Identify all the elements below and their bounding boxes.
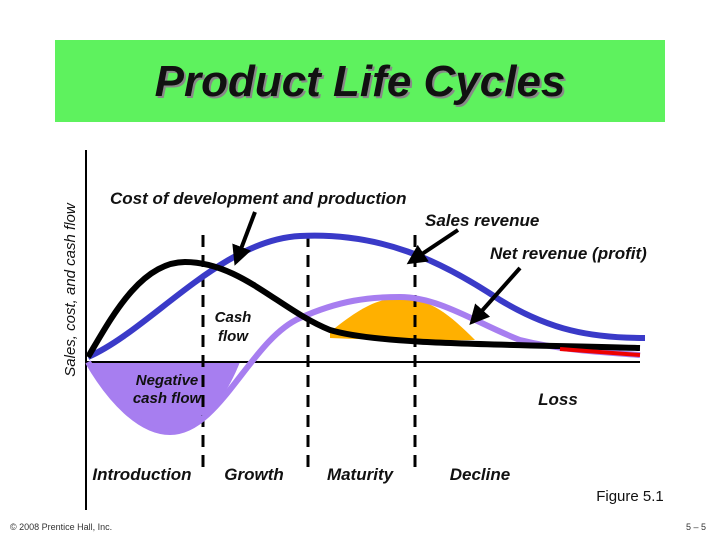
arrow [406, 228, 460, 265]
net-label: Net revenue (profit) [490, 244, 647, 263]
phase-dividers [201, 235, 417, 472]
cost-curve [85, 258, 641, 359]
phase-label: Introduction [92, 465, 191, 484]
title: Product Life Cycles [155, 57, 566, 106]
title-shadow: Product Life Cycles [157, 59, 568, 108]
sales-label: Sales revenue [425, 211, 539, 230]
negative-label: Negative [136, 372, 199, 389]
phase-label: Maturity [327, 465, 395, 484]
negative-label: cash flow [133, 390, 203, 407]
y-axis-label: Sales, cost, and cash flow [62, 202, 79, 377]
cost-label: Cost of development and production [110, 189, 407, 208]
cash-flow-label: Cash [215, 309, 252, 326]
profit-area [330, 298, 475, 341]
copyright: © 2008 Prentice Hall, Inc. [10, 522, 112, 532]
title-box [55, 40, 665, 122]
arrow [469, 266, 522, 325]
phase-label: Decline [450, 465, 510, 484]
page-number: 5 – 5 [686, 522, 706, 532]
cash-flow-label: flow [218, 328, 249, 345]
loss-label: Loss [538, 390, 578, 409]
arrow [232, 211, 257, 266]
sales-curve [86, 232, 646, 360]
figure-label: Figure 5.1 [596, 488, 664, 505]
loss-line [559, 347, 641, 357]
phase-label: Growth [224, 465, 284, 484]
